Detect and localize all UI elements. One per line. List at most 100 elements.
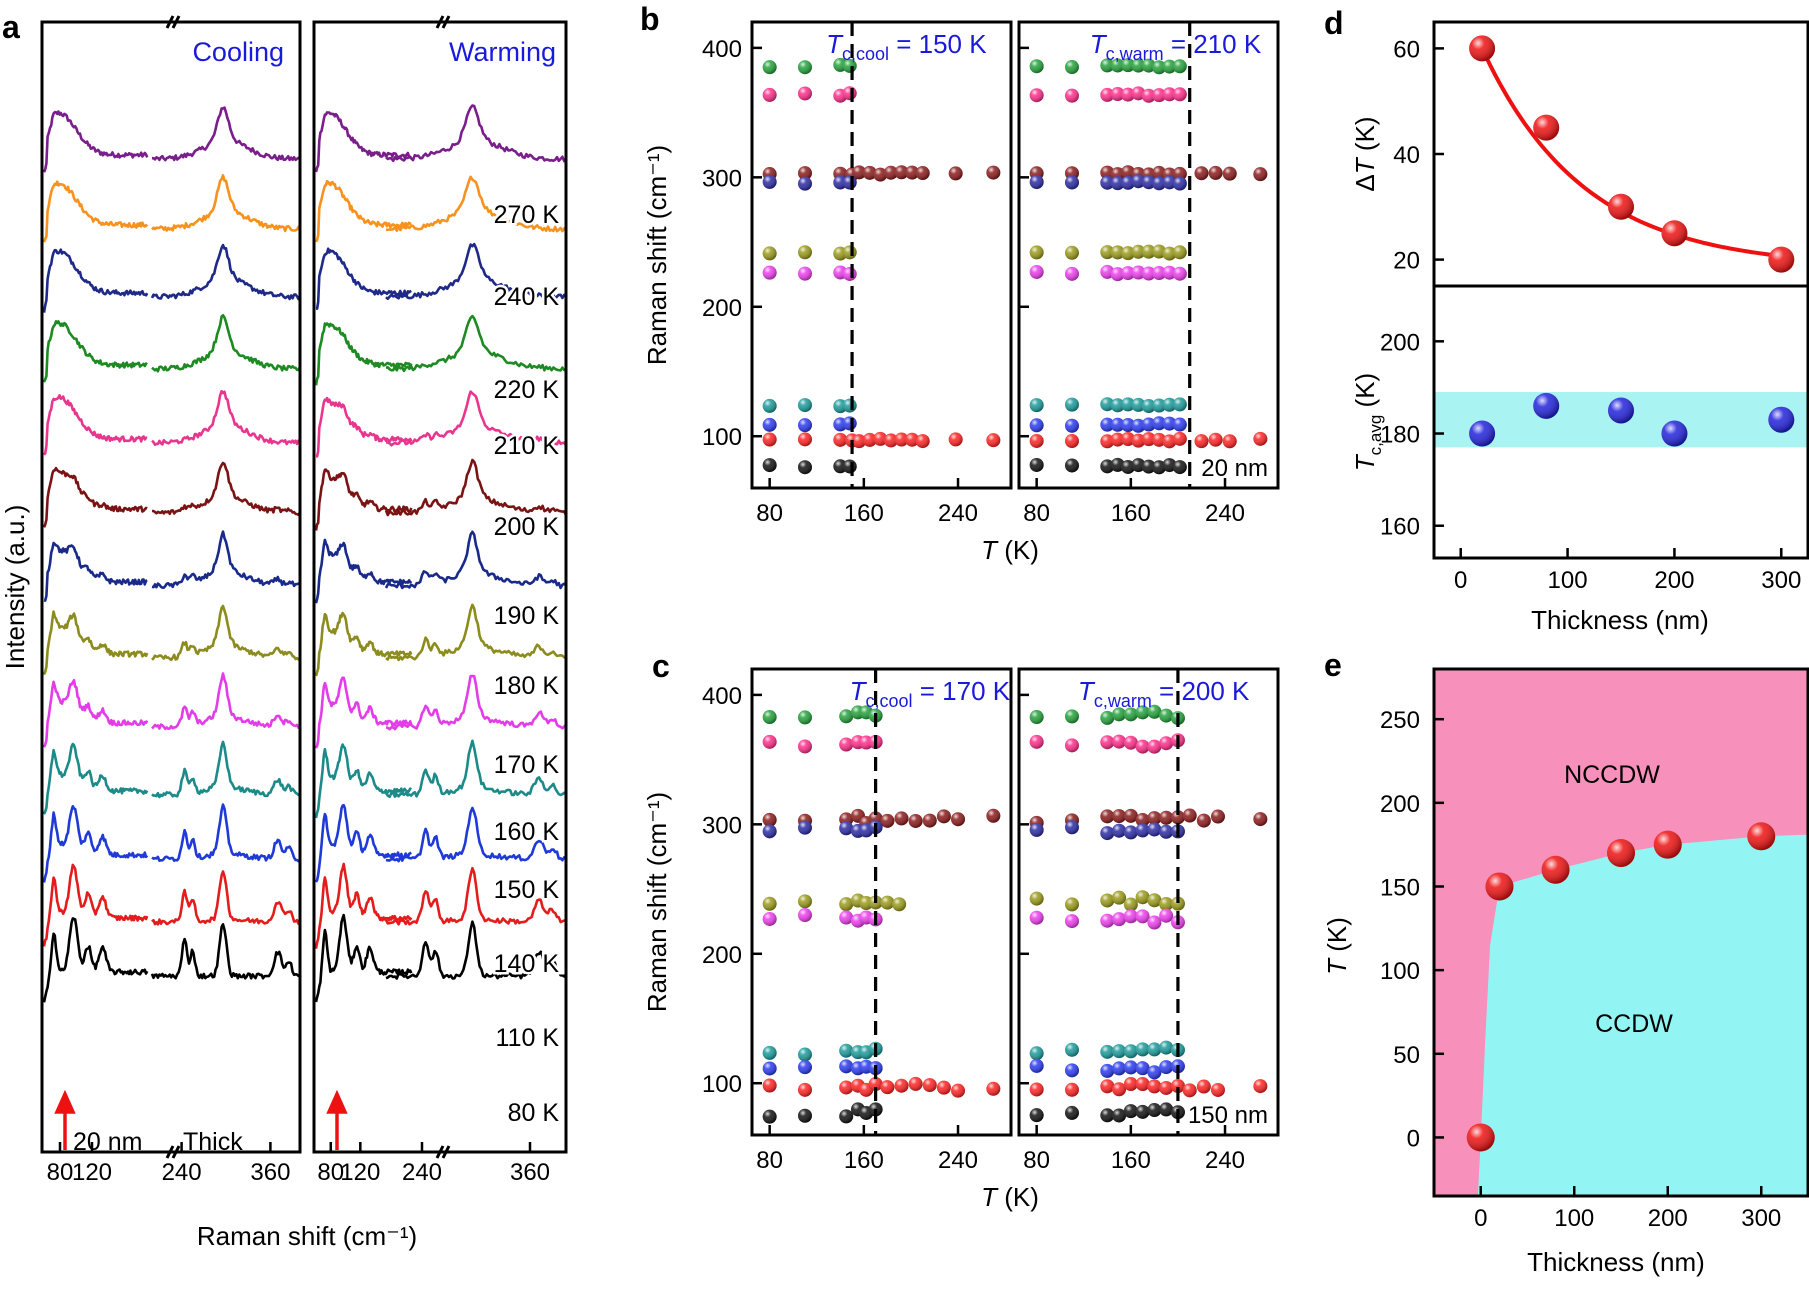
panel-b-point-magenta bbox=[1141, 266, 1156, 281]
panel-b-point-pink bbox=[1162, 87, 1177, 102]
panel-b-point-navy bbox=[842, 175, 857, 190]
panel-c-subplot-warm: 80 160 240 Tc,warm = 200 K bbox=[1017, 667, 1280, 1174]
a-trace-warming-200K bbox=[315, 390, 568, 458]
e-point bbox=[1485, 872, 1514, 901]
panel-c-point-magenta bbox=[1029, 910, 1044, 925]
panel-b-point-teal bbox=[1141, 399, 1156, 414]
panel-c-point-blue bbox=[762, 1061, 777, 1076]
a-annotation-thickness: 20 nm bbox=[73, 1128, 142, 1156]
panel-c-point-red bbox=[880, 1080, 895, 1095]
panel-c-x-tick-label: 240 bbox=[938, 1147, 978, 1174]
a-temp-label: 200 K bbox=[494, 513, 560, 541]
panel-c-point-olive bbox=[1147, 893, 1162, 908]
a-temp-label: 240 K bbox=[494, 283, 560, 311]
a-x-tick-label: 360 bbox=[250, 1159, 290, 1186]
panel-c-x-tick-label: 160 bbox=[844, 1147, 884, 1174]
panel-c-point-blue bbox=[1112, 1061, 1127, 1076]
panel-b-point-red bbox=[873, 431, 888, 446]
panel-c-point-magenta bbox=[1064, 914, 1079, 929]
e-point bbox=[1541, 855, 1570, 884]
panel-b-point-magenta bbox=[842, 266, 857, 281]
d-bottom-y-tick-label: 200 bbox=[1380, 329, 1420, 356]
d-bottom-point bbox=[1661, 420, 1688, 447]
panel-c-point-maroon bbox=[880, 813, 895, 828]
a-x-tick-label: 240 bbox=[402, 1159, 442, 1186]
panel-c-point-navy bbox=[1064, 820, 1079, 835]
panel-c-point-blue bbox=[1064, 1063, 1079, 1078]
panel-b-point-blue bbox=[1121, 418, 1136, 433]
panel-c-point-black bbox=[762, 1109, 777, 1124]
panel-b-point-teal bbox=[1172, 397, 1187, 412]
panel-c-point-red bbox=[1159, 1080, 1174, 1095]
panel-c-point-maroon bbox=[1253, 812, 1268, 827]
panel-a: Cooling Warming 270 K 240 K 220 K 210 K 200 … bbox=[0, 15, 568, 1251]
d-bottom-point bbox=[1768, 406, 1795, 433]
panel-c-thickness-label: 150 nm bbox=[1188, 1102, 1268, 1129]
panel-b-point-red bbox=[833, 432, 848, 447]
panel-c-point-red bbox=[839, 1080, 854, 1095]
a-temp-label: 180 K bbox=[494, 672, 560, 700]
a-y-axis-label: Intensity (a.u.) bbox=[0, 505, 30, 670]
panel-b-point-olive bbox=[1110, 245, 1125, 260]
panel-b-point-blue bbox=[1162, 416, 1177, 431]
panel-b-point-red bbox=[1222, 434, 1237, 449]
e-frame bbox=[1432, 667, 1809, 1198]
panel-b-point-olive bbox=[1121, 246, 1136, 261]
panel-c-point-pink bbox=[1147, 739, 1162, 754]
d-top-point bbox=[1768, 246, 1795, 273]
a-trace-cooling-270K bbox=[42, 106, 301, 173]
panel-b-x-tick-label: 160 bbox=[1111, 500, 1151, 527]
panel-b-point-magenta bbox=[1152, 266, 1167, 281]
panel-c-point-magenta bbox=[797, 908, 812, 923]
a-trace-cooling-170K bbox=[42, 604, 302, 676]
panel-b-point-red bbox=[948, 432, 963, 447]
panel-c-point-blue bbox=[1029, 1058, 1044, 1073]
panel-b-point-red bbox=[1172, 431, 1187, 446]
a-trace-warming-270K bbox=[314, 104, 568, 173]
panel-c-point-maroon bbox=[936, 809, 951, 824]
panel-c-point-maroon bbox=[1135, 812, 1150, 827]
panel-b-point-teal bbox=[1110, 398, 1125, 413]
panel-c-point-maroon bbox=[922, 813, 937, 828]
panel-b-point-green bbox=[797, 60, 812, 75]
panel-b-tc-label-cool: Tc,cool = 150 K bbox=[826, 29, 987, 64]
panel-b-point-black bbox=[1121, 459, 1136, 474]
panel-c-x-tick-label: 160 bbox=[1111, 1147, 1151, 1174]
panel-b-point-red bbox=[894, 432, 909, 447]
e-points bbox=[1466, 822, 1776, 1152]
panel-c-point-black bbox=[1123, 1104, 1138, 1119]
panel-b-point-green bbox=[1100, 58, 1115, 73]
e-region-ccdw bbox=[1477, 834, 1808, 1196]
d-bottom-point bbox=[1533, 392, 1560, 419]
panel-b-point-maroon bbox=[1100, 165, 1115, 180]
d-x-tick-label: 100 bbox=[1548, 567, 1588, 594]
panel-b-point-olive bbox=[1100, 245, 1115, 260]
panel-c-point-olive bbox=[762, 896, 777, 911]
panel-b-point-pink bbox=[797, 86, 812, 101]
e-x-tick-label: 300 bbox=[1741, 1205, 1781, 1232]
panel-b-point-green bbox=[1141, 58, 1156, 73]
a-trace-warming-190K bbox=[314, 458, 568, 531]
panel-b-point-red bbox=[1121, 432, 1136, 447]
panel-b-point-maroon bbox=[1253, 167, 1268, 182]
panel-b-point-olive bbox=[1029, 245, 1044, 260]
panel-label-e: e bbox=[1324, 647, 1342, 683]
panel-c-point-navy bbox=[839, 821, 854, 836]
panel-c-point-olive bbox=[1112, 890, 1127, 905]
a-trace-warming-140K bbox=[314, 803, 567, 883]
panel-b-point-red bbox=[1141, 432, 1156, 447]
panel-b-point-magenta bbox=[1110, 267, 1125, 282]
panel-c-point-green bbox=[839, 709, 854, 724]
e-point bbox=[1466, 1123, 1495, 1152]
panel-c-point-red bbox=[1253, 1079, 1268, 1094]
a-temp-label: 190 K bbox=[494, 602, 560, 630]
panel-b-point-green bbox=[1029, 59, 1044, 74]
panel-c: 80 160 240 Tc,cool = 170 K 80 160 240 Tc,warm =… bbox=[642, 667, 1280, 1212]
a-trace-cooling-210K bbox=[42, 314, 302, 383]
panel-c-point-red bbox=[1182, 1083, 1197, 1098]
panel-b-point-red bbox=[862, 432, 877, 447]
panel-c-point-olive bbox=[880, 895, 895, 910]
panel-b-point-olive bbox=[1064, 245, 1079, 260]
a-temp-label: 140 K bbox=[494, 950, 560, 978]
